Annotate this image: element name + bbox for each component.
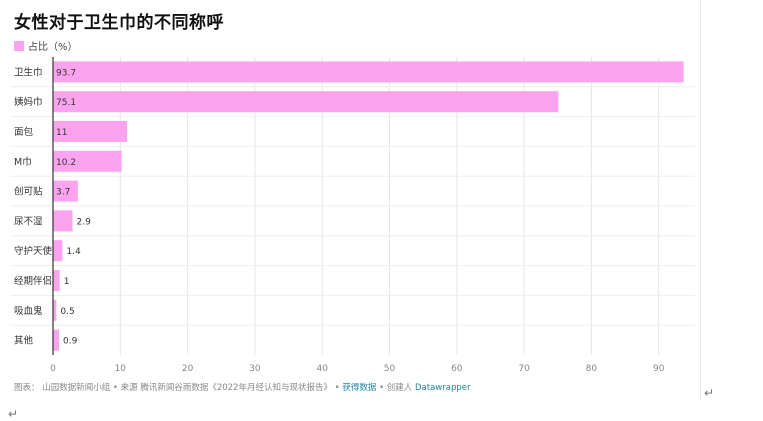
category-label: 其他	[14, 335, 34, 347]
footer-separator: • 创建人	[376, 383, 416, 393]
value-label: 0.5	[60, 307, 74, 317]
get-data-link[interactable]: 获得数据	[342, 383, 377, 393]
value-label: 75.1	[56, 98, 76, 108]
x-tick-label: 90	[653, 364, 665, 374]
bar	[53, 270, 60, 291]
category-label: M巾	[14, 156, 32, 168]
bar	[53, 121, 128, 142]
value-label: 11	[56, 128, 67, 138]
category-label: 尿不湿	[14, 216, 43, 227]
bar	[53, 180, 78, 202]
bar	[53, 329, 60, 351]
value-label: 1	[64, 277, 70, 287]
value-label: 1.4	[66, 247, 81, 257]
value-label: 3.7	[56, 188, 70, 198]
chart-title: 女性对于卫生巾的不同称呼	[14, 13, 224, 33]
value-label: 2.9	[77, 217, 92, 227]
category-label: 创可贴	[14, 186, 43, 198]
chart-footer: 图表： 山园数据新闻小组 • 来源 腾讯新闻谷雨数据《2022年月经认知与现状报…	[14, 381, 470, 393]
footer-source: 图表： 山园数据新闻小组 • 来源 腾讯新闻谷雨数据《2022年月经认知与现状报…	[14, 383, 343, 393]
legend-label: 占比（%）	[28, 42, 78, 53]
bar	[53, 91, 559, 113]
paragraph-mark-icon: ↵	[8, 407, 19, 421]
value-label: 0.9	[63, 337, 78, 347]
category-label: 卫生巾	[14, 66, 43, 78]
x-tick-label: 20	[182, 364, 194, 374]
category-label: 姨妈巾	[14, 96, 43, 108]
bar	[53, 299, 57, 321]
x-tick-label: 10	[115, 364, 127, 374]
x-tick-label: 0	[50, 364, 56, 374]
x-tick-label: 60	[451, 364, 463, 374]
legend-swatch	[14, 40, 24, 51]
legend: 占比（%）	[14, 38, 78, 53]
value-label: 93.7	[56, 68, 76, 78]
bar	[53, 210, 73, 232]
value-label: 10.2	[56, 158, 76, 168]
bar	[53, 150, 122, 172]
bar-chart: 0 10 20 30 40 50 60 70 80 90 卫生巾 93.7 姨妈巾 75.1 面包 11 M巾 1…	[10, 57, 695, 374]
paragraph-mark-icon: ↵	[704, 386, 715, 400]
category-label: 守护天使	[14, 245, 53, 257]
category-label: 吸血鬼	[14, 305, 43, 317]
x-tick-label: 50	[384, 364, 396, 374]
x-tick-label: 70	[518, 364, 530, 374]
x-tick-label: 30	[249, 364, 261, 374]
category-label: 经期伴侣	[14, 275, 52, 287]
datawrapper-link[interactable]: Datawrapper	[415, 383, 471, 393]
category-label: 面包	[14, 126, 34, 138]
x-tick-label: 40	[316, 364, 328, 374]
bar	[53, 61, 684, 83]
x-tick-label: 80	[586, 364, 598, 374]
chart-card: 女性对于卫生巾的不同称呼 占比（%） 0 10 20 30 40 50 60 70 80 90 卫生…	[10, 0, 701, 400]
bar	[53, 240, 63, 262]
